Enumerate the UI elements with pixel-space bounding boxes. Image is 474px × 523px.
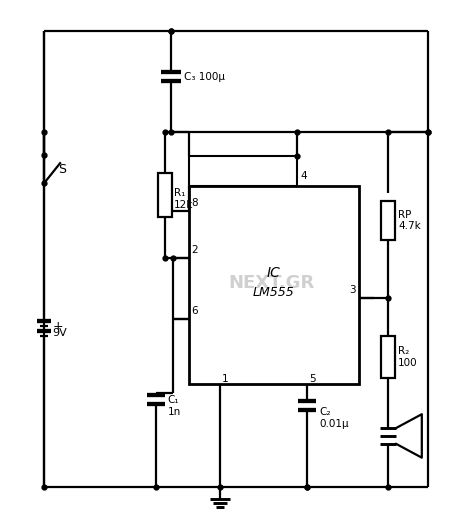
- Text: C₂
0.01μ: C₂ 0.01μ: [319, 407, 349, 429]
- Text: C₃ 100μ: C₃ 100μ: [183, 72, 225, 82]
- Text: 2: 2: [191, 245, 198, 255]
- Text: 1: 1: [222, 373, 229, 383]
- Text: RP
4.7k: RP 4.7k: [398, 210, 421, 231]
- Bar: [158, 173, 172, 217]
- Text: 8: 8: [191, 198, 198, 208]
- Bar: [189, 156, 297, 186]
- Bar: [189, 186, 358, 383]
- Bar: [381, 201, 395, 240]
- Text: NEXT.GR: NEXT.GR: [228, 274, 315, 292]
- Text: LM555: LM555: [253, 286, 294, 299]
- Text: +: +: [52, 320, 63, 333]
- Text: IC: IC: [267, 266, 281, 280]
- Text: 3: 3: [349, 285, 356, 294]
- Text: 5: 5: [309, 373, 316, 383]
- Text: 9V: 9V: [52, 328, 67, 338]
- Text: 6: 6: [191, 306, 198, 316]
- Bar: [381, 336, 395, 378]
- Text: R₁
12k: R₁ 12k: [174, 188, 193, 210]
- Text: C₁
1n: C₁ 1n: [168, 395, 181, 417]
- Text: 4: 4: [300, 171, 307, 181]
- Text: R₂
100: R₂ 100: [398, 346, 418, 368]
- Text: S: S: [58, 163, 66, 176]
